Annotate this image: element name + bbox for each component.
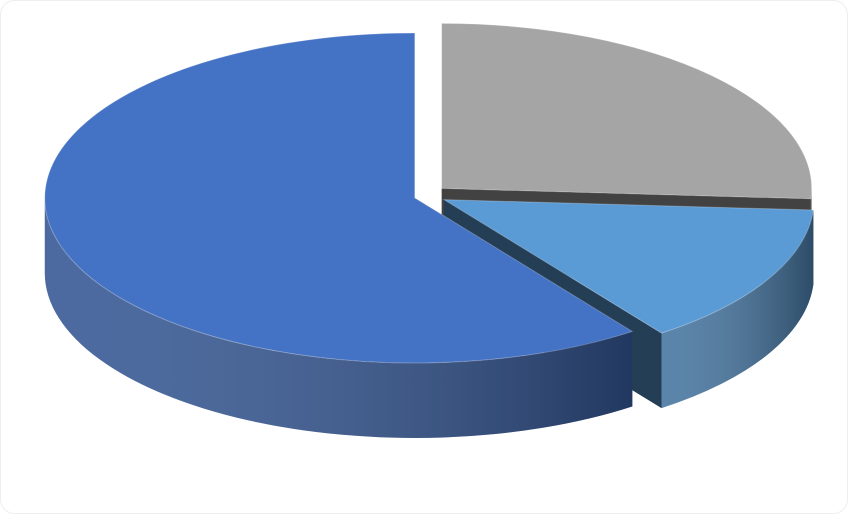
slice-group [44,32,634,438]
pie-slice [441,22,813,200]
slice-side-shade [661,209,814,409]
pie-slice [442,199,814,334]
pie-slice [44,32,634,364]
slice-side-shade [44,197,633,438]
